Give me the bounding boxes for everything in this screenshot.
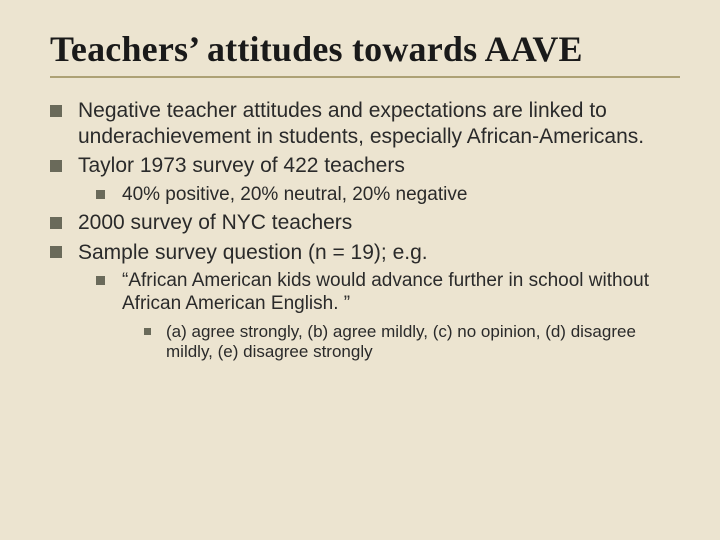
bullet-text: 2000 survey of NYC teachers [78,211,352,234]
bullet-text: Taylor 1973 survey of 422 teachers [78,154,405,177]
bullet-subsublist: (a) agree strongly, (b) agree mildly, (c… [122,322,680,363]
bullet-list: Negative teacher attitudes and expectati… [50,98,680,363]
list-item: 2000 survey of NYC teachers [50,210,680,236]
bullet-sublist: 40% positive, 20% neutral, 20% negative [78,183,680,206]
list-item: 40% positive, 20% neutral, 20% negative [96,183,680,206]
bullet-text: “African American kids would advance fur… [122,270,649,314]
list-item: (a) agree strongly, (b) agree mildly, (c… [144,322,680,363]
bullet-text: 40% positive, 20% neutral, 20% negative [122,184,467,205]
bullet-text: Negative teacher attitudes and expectati… [78,99,644,148]
bullet-text: (a) agree strongly, (b) agree mildly, (c… [166,322,636,362]
list-item: Sample survey question (n = 19); e.g. “A… [50,240,680,363]
list-item: Negative teacher attitudes and expectati… [50,98,680,149]
bullet-sublist: “African American kids would advance fur… [78,269,680,363]
title-underline [50,76,680,78]
slide-title: Teachers’ attitudes towards AAVE [50,28,680,70]
slide: Teachers’ attitudes towards AAVE Negativ… [0,0,720,540]
slide-body: Negative teacher attitudes and expectati… [50,98,680,363]
list-item: Taylor 1973 survey of 422 teachers 40% p… [50,153,680,206]
list-item: “African American kids would advance fur… [96,269,680,363]
bullet-text: Sample survey question (n = 19); e.g. [78,241,428,264]
